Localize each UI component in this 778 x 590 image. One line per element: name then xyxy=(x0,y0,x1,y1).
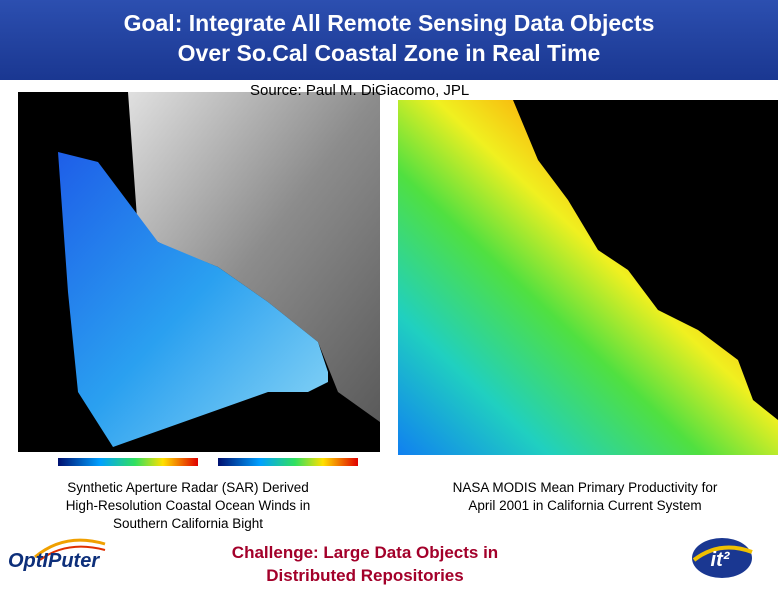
it2-logo: it² xyxy=(692,538,753,578)
land xyxy=(513,100,778,420)
caption-left: Synthetic Aperture Radar (SAR) Derived H… xyxy=(18,479,358,533)
caption-line: April 2001 in California Current System xyxy=(468,498,702,513)
land xyxy=(128,92,380,422)
title-bar: Goal: Integrate All Remote Sensing Data … xyxy=(0,0,778,80)
title-line: Goal: Integrate All Remote Sensing Data … xyxy=(123,10,655,36)
optiputer-logo-art xyxy=(34,538,106,561)
challenge: Challenge: Large Data Objects in Distrib… xyxy=(200,541,530,587)
sar-image xyxy=(18,92,380,466)
modis-image xyxy=(398,100,778,455)
colorbar xyxy=(58,458,198,466)
title-line: Over So.Cal Coastal Zone in Real Time xyxy=(177,40,601,66)
optiputer-logo: OptIPuter xyxy=(8,550,100,572)
caption-line: NASA MODIS Mean Primary Productivity for xyxy=(452,480,718,495)
ocean xyxy=(58,152,328,447)
it2-text: it² xyxy=(711,549,731,571)
caption-line: High-Resolution Coastal Ocean Winds in xyxy=(65,498,311,513)
challenge-line: Distributed Repositories xyxy=(266,566,464,585)
caption-line: Southern California Bight xyxy=(112,516,264,531)
colorbar xyxy=(218,458,358,466)
caption-right: NASA MODIS Mean Primary Productivity for… xyxy=(405,479,765,515)
source: Source: Paul M. DiGiacomo, JPL xyxy=(250,82,470,99)
challenge-line: Challenge: Large Data Objects in xyxy=(231,543,499,562)
caption-line: Synthetic Aperture Radar (SAR) Derived xyxy=(67,480,309,495)
